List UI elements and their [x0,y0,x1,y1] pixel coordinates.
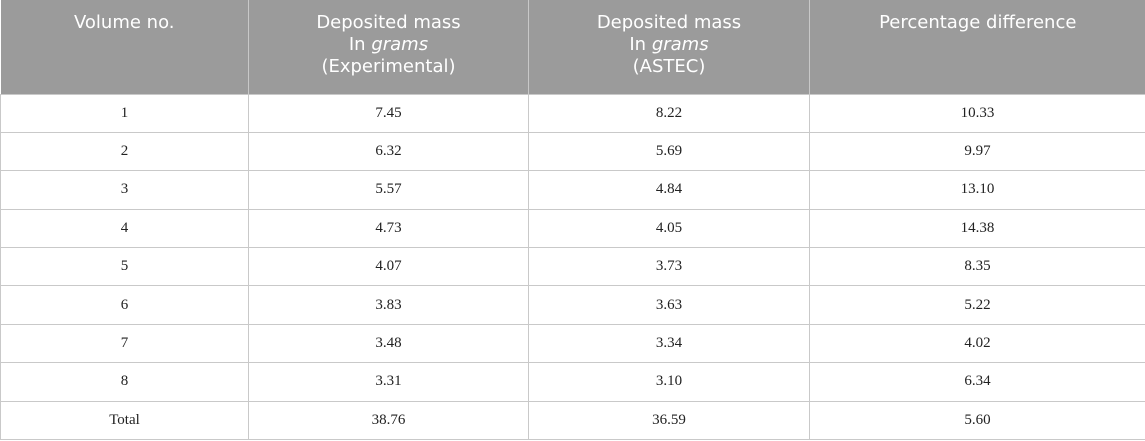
table-row: 7 3.48 3.34 4.02 [0,323,1145,364]
table-cell: 3.83 [248,285,529,325]
table-cell: 10.33 [809,93,1145,133]
table-cell: 4.73 [248,208,529,249]
table-cell: 5.60 [809,400,1145,441]
header-deposited-mass-experimental: Deposited mass In grams (Experimental) [248,0,529,94]
table-row: 8 3.31 3.10 6.34 [0,362,1145,402]
table-cell: 7.45 [248,93,529,133]
table-cell: 3 [0,170,249,210]
table-header: Volume no. Deposited mass In grams (Expe… [0,0,1145,94]
table-cell: 3.34 [528,323,810,364]
table-row: Total 38.76 36.59 5.60 [0,400,1145,441]
table-cell: 4.84 [528,170,810,210]
table-cell: 3.31 [248,362,529,402]
header-line1: Volume no. [74,12,175,33]
header-percentage-difference: Percentage difference [809,0,1145,94]
table-cell: 6 [0,285,249,325]
header-line2-italic: grams [371,34,429,55]
header-deposited-mass-astec: Deposited mass In grams (ASTEC) [528,0,810,94]
header-line2-italic: grams [651,34,709,55]
table-row: 3 5.57 4.84 13.10 [0,170,1145,210]
table-cell: 4.07 [248,247,529,287]
table-cell: Total [0,400,249,441]
table-cell: 8 [0,362,249,402]
table-cell: 4.05 [528,208,810,249]
table-cell: 3.73 [528,247,810,287]
header-line1: Percentage difference [879,12,1077,33]
header-line2: In grams [255,34,522,56]
table-cell: 8.35 [809,247,1145,287]
table-cell: 1 [0,93,249,133]
header-volume-no: Volume no. [0,0,249,94]
table-cell: 14.38 [809,208,1145,249]
table-cell: 5.22 [809,285,1145,325]
header-line2: In grams [535,34,803,56]
table-cell: 6.34 [809,362,1145,402]
table-cell: 5.57 [248,170,529,210]
table-cell: 13.10 [809,170,1145,210]
table-cell: 7 [0,323,249,364]
table-cell: 9.97 [809,131,1145,172]
table-cell: 36.59 [528,400,810,441]
table-cell: 3.63 [528,285,810,325]
header-row: Volume no. Deposited mass In grams (Expe… [0,0,1145,94]
table-cell: 4.02 [809,323,1145,364]
table-row: 1 7.45 8.22 10.33 [0,93,1145,133]
table-row: 2 6.32 5.69 9.97 [0,131,1145,172]
header-line2-prefix: In [629,34,652,55]
table-cell: 8.22 [528,93,810,133]
table-cell: 3.48 [248,323,529,364]
table-row: 6 3.83 3.63 5.22 [0,285,1145,325]
table-cell: 5.69 [528,131,810,172]
table-cell: 38.76 [248,400,529,441]
table-row: 5 4.07 3.73 8.35 [0,247,1145,287]
table-cell: 4 [0,208,249,249]
table-cell: 6.32 [248,131,529,172]
table-row: 4 4.73 4.05 14.38 [0,208,1145,249]
table-cell: 2 [0,131,249,172]
header-line1: Deposited mass [596,12,742,33]
header-line3: (Experimental) [321,56,456,77]
table-cell: 3.10 [528,362,810,402]
table-body: 1 7.45 8.22 10.33 2 6.32 5.69 9.97 3 5.57 4.84 13.1… [0,93,1145,441]
table-cell: 5 [0,247,249,287]
header-line2-prefix: In [348,34,372,55]
header-line3: (ASTEC) [632,56,706,77]
header-line1: Deposited mass [316,12,461,33]
